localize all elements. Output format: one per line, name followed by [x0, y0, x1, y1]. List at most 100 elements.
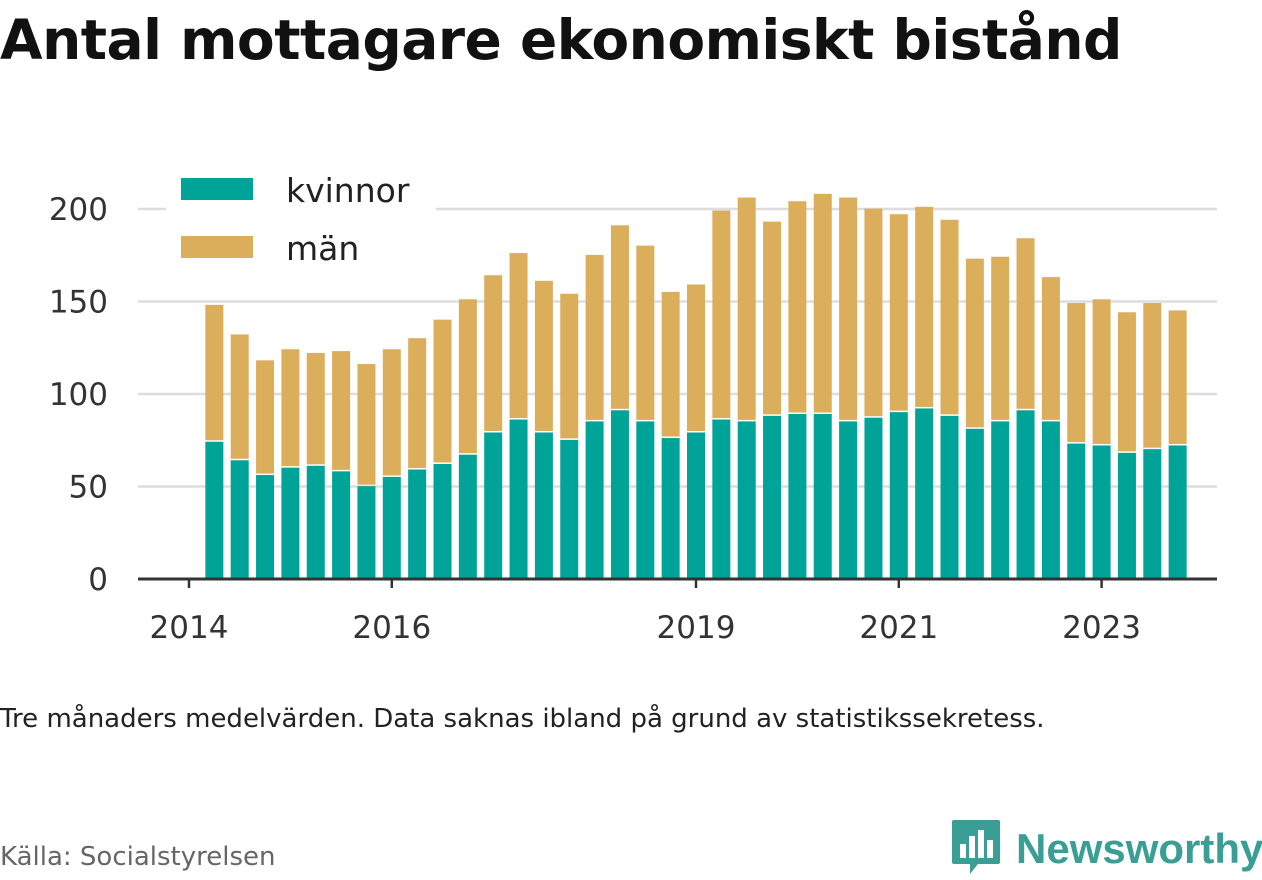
bar-man-2016-Q2 — [408, 338, 427, 468]
bar-kvinnor-2018-Q4 — [661, 438, 680, 579]
bar-man-2014-Q2 — [205, 304, 224, 441]
bar-kvinnor-2022-Q2 — [1016, 410, 1035, 579]
bar-kvinnor-2016-Q4 — [458, 454, 477, 579]
bar-kvinnor-2021-Q4 — [965, 428, 984, 579]
bar-kvinnor-2014-Q3 — [230, 460, 249, 579]
x-axis: 2014 2016 2019 2021 2023 — [138, 577, 1217, 646]
bar-kvinnor-2020-Q4 — [864, 417, 883, 579]
bar-man-2016-Q1 — [382, 349, 401, 476]
bar-kvinnor-2015-Q1 — [281, 467, 300, 579]
bar-kvinnor-2023-Q2 — [1117, 452, 1136, 579]
bar-man-2022-Q4 — [1067, 303, 1086, 443]
bar-man-2019-Q2 — [712, 210, 731, 419]
legend: kvinnor män — [166, 163, 436, 283]
source-label: Källa: Socialstyrelsen — [0, 842, 276, 872]
bar-man-2023-Q4 — [1168, 310, 1187, 444]
y-tick-label-150: 150 — [49, 285, 108, 321]
bar-kvinnor-2022-Q3 — [1041, 421, 1060, 579]
bar-kvinnor-2015-Q4 — [357, 486, 376, 579]
bar-man-2022-Q3 — [1041, 277, 1060, 420]
y-tick-label-100: 100 — [49, 377, 108, 413]
bar-kvinnor-2017-Q1 — [484, 432, 503, 579]
bar-man-2021-Q3 — [940, 219, 959, 415]
bar-man-2023-Q3 — [1143, 303, 1162, 448]
bar-man-2015-Q3 — [332, 351, 351, 470]
bar-man-2021-Q4 — [965, 258, 984, 428]
bar-kvinnor-2015-Q3 — [332, 471, 351, 579]
bar-kvinnor-2021-Q2 — [915, 408, 934, 579]
x-tick-label-2016: 2016 — [352, 610, 431, 646]
bar-kvinnor-2020-Q3 — [839, 421, 858, 579]
y-tick-label-0: 0 — [88, 562, 108, 598]
bar-man-2020-Q1 — [788, 201, 807, 413]
bar-kvinnor-2018-Q1 — [585, 421, 604, 579]
bar-kvinnor-2022-Q1 — [991, 421, 1010, 579]
bar-kvinnor-2018-Q3 — [636, 421, 655, 579]
x-tick-label-2014: 2014 — [150, 610, 229, 646]
bar-kvinnor-2017-Q3 — [534, 432, 553, 579]
bar-man-2017-Q4 — [560, 293, 579, 439]
bar-kvinnor-2021-Q3 — [940, 415, 959, 579]
y-tick-label-50: 50 — [69, 470, 108, 506]
bar-kvinnor-2017-Q4 — [560, 439, 579, 579]
bar-kvinnor-2016-Q1 — [382, 476, 401, 579]
x-tick-label-2019: 2019 — [657, 610, 736, 646]
bar-man-2022-Q2 — [1016, 238, 1035, 409]
bar-kvinnor-2022-Q4 — [1067, 443, 1086, 579]
stacked-bar-chart: 0 50 100 150 200 2014 2016 2019 2021 2023 kvinno… — [48, 163, 1217, 646]
bar-kvinnor-2020-Q1 — [788, 414, 807, 579]
legend-label-man: män — [286, 229, 359, 268]
legend-swatch-man — [181, 236, 253, 258]
legend-swatch-kvinnor — [181, 178, 253, 200]
bar-man-2019-Q1 — [687, 284, 705, 431]
bar-man-2020-Q4 — [864, 208, 883, 417]
bar-kvinnor-2015-Q2 — [306, 465, 325, 579]
bar-man-2015-Q1 — [281, 349, 300, 467]
bar-kvinnor-2019-Q3 — [737, 421, 756, 579]
bar-man-2019-Q4 — [763, 221, 782, 415]
bar-kvinnor-2020-Q2 — [813, 414, 832, 579]
chart-note: Tre månaders medelvärden. Data saknas ib… — [0, 704, 1045, 734]
bar-man-2018-Q2 — [610, 225, 629, 409]
bar-man-2017-Q1 — [484, 275, 503, 431]
bar-man-2017-Q2 — [509, 253, 528, 419]
bar-man-2019-Q3 — [737, 197, 756, 420]
x-tick-label-2021: 2021 — [859, 610, 938, 646]
bar-man-2018-Q4 — [661, 291, 680, 437]
bar-man-2016-Q4 — [458, 299, 477, 454]
bar-kvinnor-2023-Q3 — [1143, 449, 1162, 579]
bar-chart-logo-icon — [950, 818, 1002, 880]
bar-man-2023-Q1 — [1092, 299, 1111, 444]
x-tick-label-2023: 2023 — [1062, 610, 1141, 646]
bar-man-2021-Q2 — [915, 206, 934, 407]
bar-man-2022-Q1 — [991, 256, 1010, 420]
brand-logo: Newsworthy — [950, 818, 1262, 880]
bar-kvinnor-2014-Q4 — [256, 475, 275, 579]
bar-kvinnor-2023-Q4 — [1168, 445, 1187, 579]
bar-man-2021-Q1 — [889, 214, 908, 411]
bar-kvinnor-2019-Q4 — [763, 415, 782, 579]
bar-man-2018-Q1 — [585, 254, 604, 420]
bar-man-2016-Q3 — [433, 319, 452, 463]
y-axis-ticks: 0 50 100 150 200 — [49, 192, 108, 598]
bar-man-2015-Q4 — [357, 364, 376, 485]
bar-man-2020-Q3 — [839, 197, 858, 420]
legend-label-kvinnor: kvinnor — [286, 171, 410, 210]
bar-kvinnor-2018-Q2 — [610, 410, 629, 579]
bar-man-2023-Q2 — [1117, 312, 1136, 452]
bar-kvinnor-2016-Q3 — [433, 463, 452, 579]
bars — [205, 193, 1187, 579]
bar-kvinnor-2023-Q1 — [1092, 445, 1111, 579]
bar-kvinnor-2019-Q2 — [712, 419, 731, 579]
brand-name: Newsworthy — [1016, 825, 1262, 872]
bar-kvinnor-2017-Q2 — [509, 419, 528, 579]
bar-kvinnor-2016-Q2 — [408, 469, 427, 579]
chart-title: Antal mottagare ekonomiskt bistånd — [0, 8, 1122, 72]
bar-kvinnor-2014-Q2 — [205, 441, 224, 579]
bar-kvinnor-2021-Q1 — [889, 412, 908, 579]
bar-man-2014-Q3 — [230, 334, 249, 459]
y-tick-label-200: 200 — [49, 192, 108, 228]
bar-man-2017-Q3 — [534, 280, 553, 431]
bar-man-2015-Q2 — [306, 352, 325, 465]
bar-man-2020-Q2 — [813, 193, 832, 413]
